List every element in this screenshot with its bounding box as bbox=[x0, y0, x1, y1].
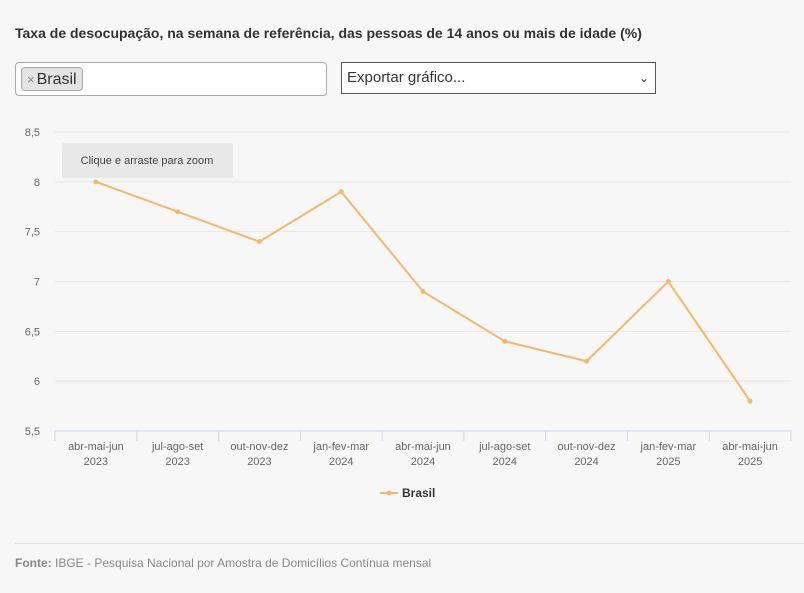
legend-item-brasil[interactable]: Brasil bbox=[402, 486, 435, 500]
x-tick-label: out-nov-dez bbox=[558, 441, 616, 453]
chevron-down-icon: ⌄ bbox=[638, 71, 649, 85]
source-label: Fonte: bbox=[15, 556, 52, 570]
x-tick-label: 2025 bbox=[738, 456, 762, 468]
remove-icon[interactable]: × bbox=[27, 72, 35, 87]
y-tick-label: 5,5 bbox=[25, 426, 40, 438]
tag-label: Brasil bbox=[36, 71, 77, 88]
zoom-hint-box bbox=[62, 143, 233, 178]
y-tick-label: 7 bbox=[34, 277, 40, 289]
y-tick-label: 7,5 bbox=[25, 227, 40, 239]
x-tick-label: 2023 bbox=[165, 456, 189, 468]
data-point[interactable] bbox=[175, 209, 181, 215]
x-tick-label: out-nov-dez bbox=[230, 441, 288, 453]
selected-tag-brasil: × Brasil bbox=[21, 67, 83, 91]
x-tick-label: jul-ago-set bbox=[478, 441, 530, 453]
legend-marker-icon bbox=[386, 490, 392, 496]
x-tick-label: jan-fev-mar bbox=[640, 441, 697, 453]
data-point[interactable] bbox=[747, 398, 753, 404]
y-tick-label: 6,5 bbox=[25, 326, 40, 338]
x-tick-label: 2024 bbox=[574, 456, 598, 468]
data-point[interactable] bbox=[502, 338, 508, 344]
x-tick-label: 2024 bbox=[411, 456, 435, 468]
x-tick-label: 2024 bbox=[493, 456, 517, 468]
data-point[interactable] bbox=[338, 189, 344, 195]
export-select[interactable]: Exportar gráfico... ⌄ bbox=[341, 62, 656, 94]
x-tick-label: abr-mai-jun bbox=[722, 441, 778, 453]
data-point[interactable] bbox=[584, 358, 590, 364]
data-point[interactable] bbox=[256, 239, 262, 245]
x-tick-label: jan-fev-mar bbox=[312, 441, 369, 453]
x-tick-label: abr-mai-jun bbox=[395, 441, 451, 453]
source-text: IBGE - Pesquisa Nacional por Amostra de … bbox=[55, 556, 432, 570]
y-tick-label: 8 bbox=[34, 177, 40, 189]
data-point[interactable] bbox=[420, 288, 426, 294]
x-tick-label: 2024 bbox=[329, 456, 353, 468]
divider bbox=[15, 543, 804, 544]
y-tick-label: 8,5 bbox=[25, 127, 40, 139]
x-tick-label: 2025 bbox=[656, 456, 680, 468]
x-tick-label: 2023 bbox=[247, 456, 271, 468]
chart-title: Taxa de desocupação, na semana de referê… bbox=[15, 25, 642, 41]
data-point[interactable] bbox=[93, 179, 99, 185]
y-tick-label: 6 bbox=[34, 376, 40, 388]
x-tick-label: jul-ago-set bbox=[151, 441, 203, 453]
x-tick-label: 2023 bbox=[84, 456, 108, 468]
x-tick-label: abr-mai-jun bbox=[68, 441, 124, 453]
zoom-hint: Clique e arraste para zoom bbox=[81, 155, 214, 167]
location-select[interactable]: × Brasil bbox=[15, 62, 327, 96]
export-label: Exportar gráfico... bbox=[347, 69, 466, 86]
data-point[interactable] bbox=[665, 279, 671, 284]
source-note: Fonte: IBGE - Pesquisa Nacional por Amos… bbox=[15, 556, 431, 570]
